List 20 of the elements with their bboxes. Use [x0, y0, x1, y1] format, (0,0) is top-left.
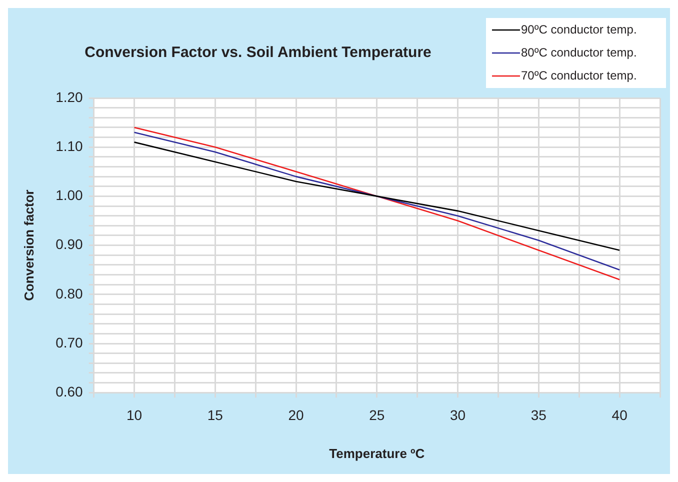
legend-label: 90ºC conductor temp.: [521, 22, 637, 36]
x-tick-label: 30: [450, 406, 466, 423]
y-tick-label: 0.90: [56, 236, 84, 252]
y-tick-label: 1.00: [56, 187, 84, 204]
legend-label: 70ºC conductor temp.: [521, 68, 637, 82]
y-tick-label: 0.80: [56, 285, 84, 302]
y-tick-label: 0.70: [56, 334, 84, 350]
x-axis-title: Temperature ºC: [329, 446, 426, 461]
x-tick-label: 35: [530, 406, 547, 423]
legend-label: 80ºC conductor temp.: [521, 45, 637, 60]
y-tick-label: 0.60: [56, 383, 84, 400]
x-tick-label: 20: [288, 406, 304, 423]
y-tick-label: 1.10: [56, 138, 84, 154]
x-tick-label: 10: [126, 406, 142, 423]
x-tick-label: 40: [612, 406, 628, 423]
x-tick-label: 25: [369, 406, 385, 423]
x-tick-label: 15: [207, 406, 224, 423]
chart-title: Conversion Factor vs. Soil Ambient Temperature: [84, 44, 432, 62]
y-axis-title: Conversion factor: [21, 190, 36, 301]
y-tick-label: 1.20: [56, 88, 84, 105]
